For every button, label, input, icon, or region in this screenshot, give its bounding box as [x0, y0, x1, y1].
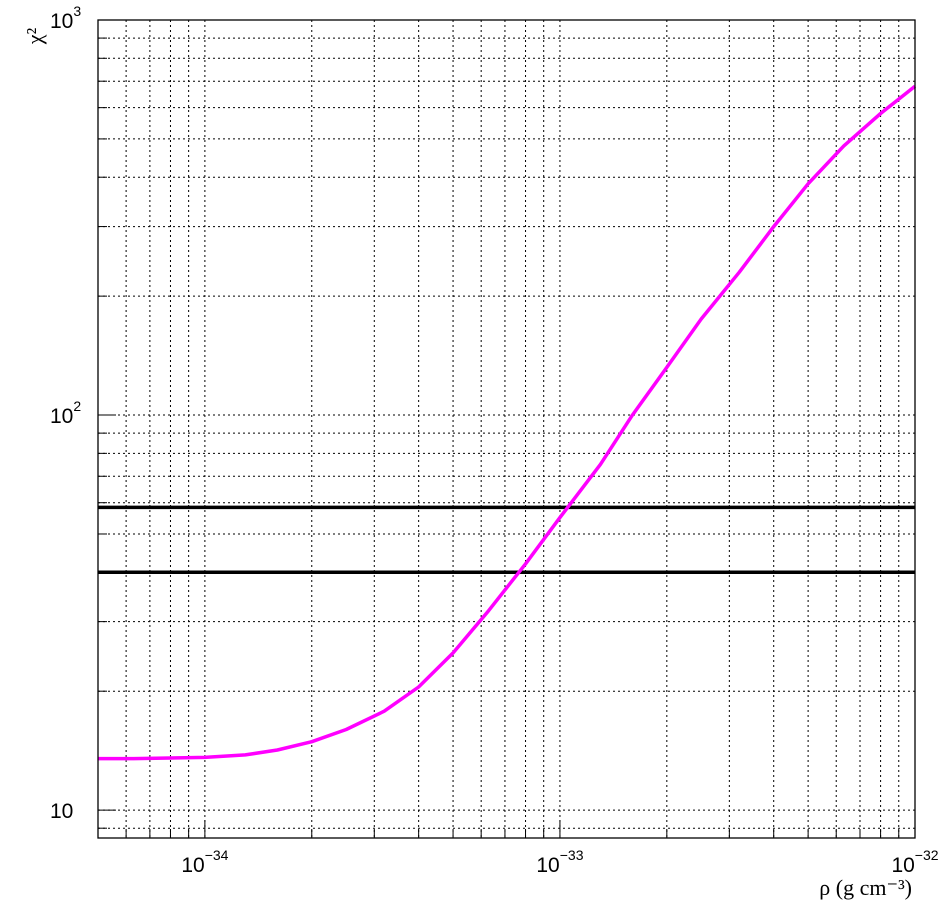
y-tick-labels: 10 102 103	[50, 3, 81, 823]
plot-frame	[97, 19, 916, 839]
x-tick-label: 10−32	[891, 847, 938, 877]
y-tick-label: 102	[50, 398, 81, 428]
x-tick-labels: 10−34 10−33 10−32	[181, 847, 938, 877]
y-tick-label: 103	[50, 3, 81, 33]
reference-lines	[98, 505, 915, 575]
y-axis-title: χ²	[22, 27, 47, 45]
series-line	[98, 84, 917, 761]
x-axis-title: ρ (g cm⁻³)	[819, 875, 912, 900]
y-tick-label: 10	[50, 800, 73, 823]
x-tick-label: 10−33	[536, 847, 583, 877]
x-tick-label: 10−34	[181, 847, 228, 877]
grid-lines	[98, 20, 915, 838]
axis-minor-ticks	[97, 19, 916, 838]
